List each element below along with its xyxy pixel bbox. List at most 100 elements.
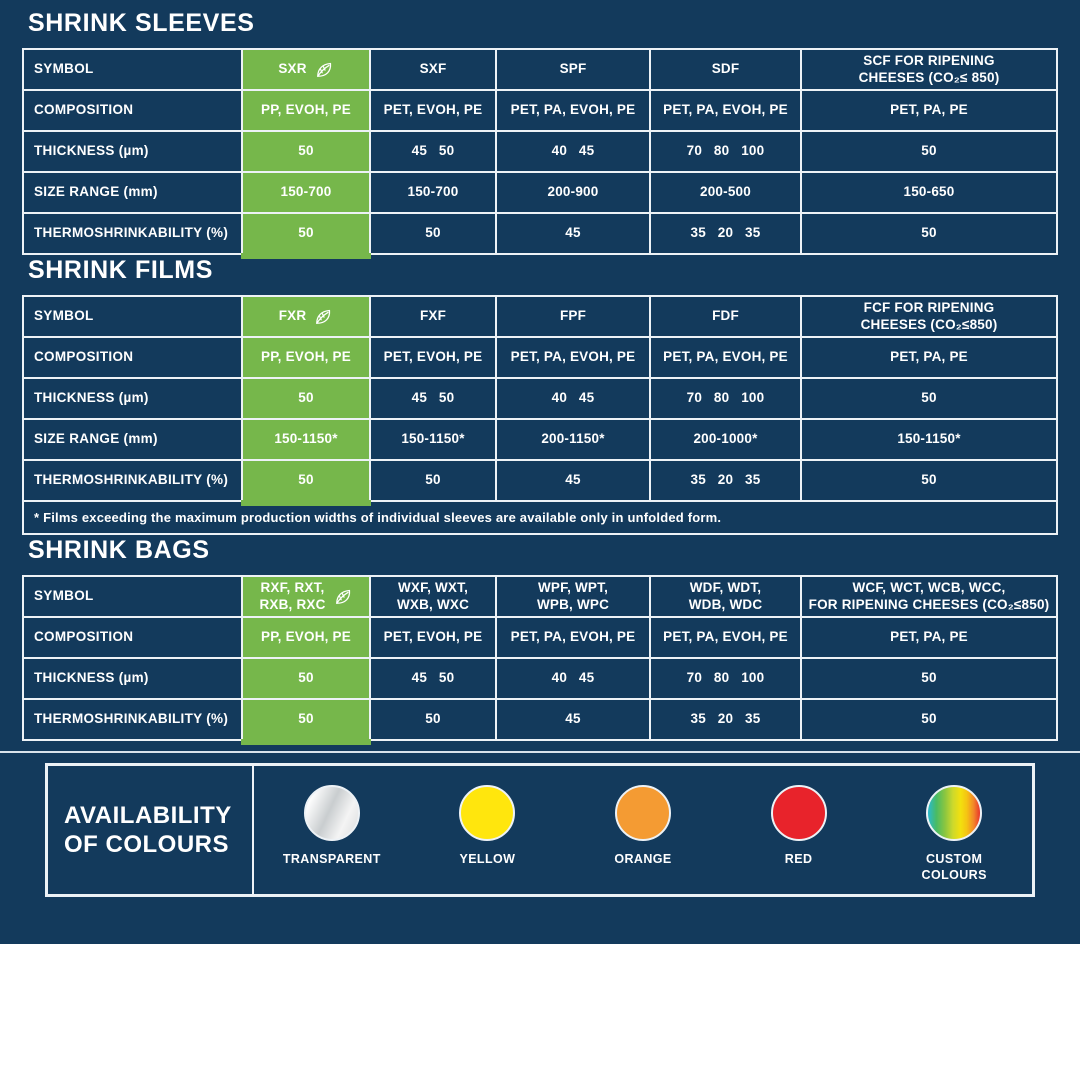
color-swatch-label: ORANGE	[614, 852, 672, 866]
color-swatch-label: YELLOW	[459, 852, 516, 866]
cell-text: 50	[298, 711, 314, 727]
value-cell: 35 20 35	[649, 212, 802, 255]
cell-text: SXR	[278, 61, 307, 77]
table-row: THERMOSHRINKABILITY (%) 50 50 45 35 20 35 50	[22, 698, 1058, 746]
value-cell: PET, PA, EVOH, PE	[649, 89, 802, 132]
cell-text: 50	[298, 670, 314, 686]
value-cell: PET, PA, EVOH, PE	[495, 336, 651, 379]
table-row: THERMOSHRINKABILITY (%) 50 50 45 35 20 35 50	[22, 459, 1058, 507]
cell-text: 45 50	[411, 670, 455, 686]
value-cell: 150-1150*	[800, 418, 1058, 461]
value-cell: 45 50	[369, 377, 497, 420]
value-cell: 45	[495, 698, 651, 741]
row-label: COMPOSITION	[22, 89, 243, 132]
symbol-cell: FDF	[649, 295, 802, 338]
cell-text: 50	[921, 711, 937, 727]
value-cell: 50	[800, 657, 1058, 700]
color-item-transparent: TRANSPARENT	[254, 785, 410, 867]
row-label: THERMOSHRINKABILITY (%)	[22, 212, 243, 255]
value-cell: 50	[800, 459, 1058, 502]
symbol-cell: WXF, WXT, WXB, WXC	[369, 575, 497, 618]
cell-text: PET, PA, EVOH, PE	[510, 629, 636, 645]
row-label: SYMBOL	[22, 48, 243, 91]
cell-text: WXF, WXT, WXB, WXC	[396, 580, 470, 612]
table-row: THICKNESS (µm) 50 45 50 40 45 70 80 100 50	[22, 657, 1058, 700]
color-swatch-label: CUSTOM COLOURS	[921, 852, 987, 883]
value-cell: 50	[241, 657, 371, 700]
cell-text: WCF, WCT, WCB, WCC, FOR RIPENING CHEESES…	[808, 580, 1050, 612]
value-cell: 50	[241, 130, 371, 173]
section-shrink-sleeves: SHRINK SLEEVES SYMBOL SXR SXF SPF SDF SCF FOR…	[22, 8, 1058, 260]
cell-text: 150-1150*	[274, 431, 338, 447]
symbol-cell: SXF	[369, 48, 497, 91]
color-swatch-label: RED	[784, 852, 813, 866]
cell-text: 50	[921, 143, 937, 159]
symbol-cell: WDF, WDT, WDB, WDC	[649, 575, 802, 618]
row-label: COMPOSITION	[22, 336, 243, 379]
row-label: THERMOSHRINKABILITY (%)	[22, 698, 243, 741]
cell-text: SDF	[711, 61, 740, 77]
cell-text: PP, EVOH, PE	[261, 629, 351, 645]
row-label: THERMOSHRINKABILITY (%)	[22, 459, 243, 502]
symbol-cell: FXR	[241, 295, 371, 338]
cell-text: 70 80 100	[686, 670, 765, 686]
cell-text: 200-900	[547, 184, 599, 200]
value-cell: 150-700	[369, 171, 497, 214]
cell-text: PET, PA, EVOH, PE	[510, 349, 636, 365]
cell-text: 50	[921, 670, 937, 686]
section-shrink-bags: SHRINK BAGS SYMBOL RXF, RXT, RXB, RXC WXF,…	[22, 535, 1058, 746]
cell-text: SXF	[419, 61, 447, 77]
cell-text: PET, PA, EVOH, PE	[663, 349, 788, 365]
cell-text: 150-700	[407, 184, 459, 200]
cell-text: RXF, RXT, RXB, RXC	[259, 580, 326, 612]
cell-text: 150-650	[903, 184, 955, 200]
value-cell: 50	[241, 459, 372, 507]
spec-table-shrink-sleeves: SYMBOL SXR SXF SPF SDF SCF FOR RIPENING CHEES…	[22, 48, 1058, 260]
row-label: SYMBOL	[22, 295, 243, 338]
cell-text: 35 20 35	[690, 472, 761, 488]
cell-text: 70 80 100	[686, 390, 765, 406]
cell-text: 200-500	[700, 184, 751, 200]
cell-text: 50	[425, 225, 441, 241]
value-cell: 50	[800, 130, 1058, 173]
cell-text: FPF	[559, 308, 587, 324]
cell-text: 50	[425, 711, 441, 727]
leaf-icon	[316, 62, 331, 77]
table-row: THICKNESS (µm) 50 45 50 40 45 70 80 100 50	[22, 377, 1058, 420]
cell-text: SPF	[559, 61, 587, 77]
color-item-red: RED	[721, 785, 877, 867]
symbol-cell: SDF	[649, 48, 802, 91]
table-row: COMPOSITION PP, EVOH, PE PET, EVOH, PE PET,…	[22, 336, 1058, 379]
row-label: SYMBOL	[22, 575, 243, 618]
section-shrink-films: SHRINK FILMS SYMBOL FXR FXF FPF FDF FCF FOR R…	[22, 255, 1058, 535]
value-cell: PET, PA, PE	[800, 89, 1058, 132]
spec-panel: SHRINK SLEEVES SYMBOL SXR SXF SPF SDF SCF FOR…	[0, 0, 1080, 944]
value-cell: PET, EVOH, PE	[369, 616, 497, 659]
color-item-yellow: YELLOW	[410, 785, 566, 867]
value-cell: 35 20 35	[649, 698, 802, 741]
value-cell: 50	[241, 698, 372, 746]
table-row: SYMBOL SXR SXF SPF SDF SCF FOR RIPENING CHEES…	[22, 48, 1058, 91]
color-swatch-circle	[926, 785, 983, 841]
section-title-shrink-films: SHRINK FILMS	[28, 256, 213, 284]
value-cell: 40 45	[495, 130, 651, 173]
value-cell: 200-500	[649, 171, 802, 214]
value-cell: PET, PA, EVOH, PE	[495, 616, 651, 659]
cell-text: 50	[425, 472, 441, 488]
cell-text: WPF, WPT, WPB, WPC	[536, 580, 610, 612]
value-cell: 200-1150*	[495, 418, 651, 461]
value-cell: PET, PA, PE	[800, 616, 1058, 659]
color-swatch-circle	[303, 785, 360, 841]
section-title-shrink-bags: SHRINK BAGS	[28, 536, 210, 564]
value-cell: 45 50	[369, 130, 497, 173]
availability-box: AVAILABILITY OF COLOURS TRANSPARENT YELLO…	[45, 763, 1035, 897]
row-label: SIZE RANGE (mm)	[22, 171, 243, 214]
value-cell: 50	[369, 459, 497, 502]
cell-text: PET, EVOH, PE	[383, 629, 483, 645]
cell-text: 50	[921, 390, 937, 406]
symbol-cell: FPF	[495, 295, 651, 338]
value-cell: 50	[241, 377, 371, 420]
value-cell: 50	[369, 212, 497, 255]
table-row: SYMBOL FXR FXF FPF FDF FCF FOR RIPENING CHEES…	[22, 295, 1058, 338]
cell-text: 40 45	[551, 670, 595, 686]
